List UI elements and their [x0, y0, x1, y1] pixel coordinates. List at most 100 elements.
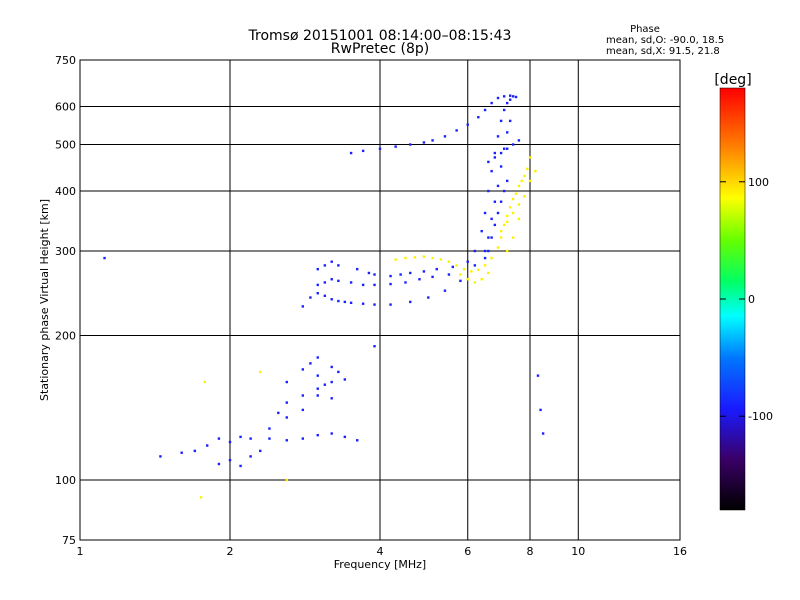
data-point-o — [316, 292, 319, 295]
data-point-x — [528, 179, 532, 183]
data-point-x — [259, 370, 262, 374]
data-point-x — [505, 220, 509, 224]
x-tick-label: 2 — [227, 545, 234, 558]
data-point-x — [447, 260, 451, 263]
data-point-o — [228, 458, 232, 462]
data-point-x — [422, 255, 426, 258]
data-point-o — [422, 270, 426, 273]
data-point-o — [435, 267, 438, 271]
data-point-o — [502, 95, 506, 98]
data-point-x — [511, 197, 515, 201]
data-point-o — [337, 279, 340, 283]
data-point-x — [526, 167, 529, 171]
data-point-o — [508, 119, 512, 123]
data-point-o — [343, 378, 347, 381]
data-point-o — [487, 160, 490, 164]
data-point-o — [349, 301, 353, 305]
data-point-o — [508, 98, 512, 101]
data-point-o — [205, 444, 209, 447]
data-point-o — [316, 394, 319, 397]
y-axis-ticks: 75 100 200 300 400 500 600 750 — [55, 54, 76, 547]
data-point-o — [473, 264, 477, 267]
data-point-o — [373, 273, 376, 276]
data-point-o — [505, 147, 509, 150]
data-point-o — [483, 108, 487, 112]
data-points — [103, 94, 545, 499]
colorbar-ticks: 100 0 -100 — [720, 176, 773, 423]
data-point-x — [203, 380, 206, 384]
data-point-x — [511, 236, 515, 239]
stats-line-x: mean, sd,X: 91.5, 21.8 — [606, 46, 720, 57]
data-point-o — [343, 300, 347, 304]
data-point-o — [285, 380, 288, 384]
data-point-o — [418, 278, 421, 281]
data-point-o — [427, 296, 430, 299]
data-point-o — [249, 455, 252, 458]
data-point-o — [367, 271, 371, 275]
data-point-x — [394, 258, 397, 261]
x-tick-label: 10 — [571, 545, 585, 558]
data-point-o — [459, 279, 462, 283]
stats-heading: Phase — [630, 24, 660, 35]
data-point-x — [502, 223, 506, 227]
data-point-o — [180, 451, 183, 454]
data-point-x — [517, 203, 521, 206]
data-point-o — [499, 165, 503, 168]
data-point-o — [268, 437, 271, 440]
data-point-o — [514, 95, 518, 99]
data-point-o — [493, 223, 497, 227]
data-point-o — [490, 169, 493, 173]
data-point-o — [337, 264, 340, 267]
data-point-o — [249, 437, 252, 440]
data-point-x — [462, 267, 466, 271]
data-point-o — [316, 374, 319, 377]
data-point-o — [378, 147, 382, 150]
data-point-o — [483, 256, 487, 260]
data-point-x — [431, 256, 434, 260]
data-point-o — [103, 256, 106, 260]
data-point-x — [490, 256, 493, 260]
data-point-o — [483, 249, 487, 253]
data-point-o — [316, 283, 319, 287]
data-point-o — [316, 387, 319, 390]
data-point-o — [285, 416, 288, 419]
data-point-x — [534, 169, 537, 173]
data-point-o — [431, 139, 434, 142]
data-point-x — [404, 256, 407, 260]
y-tick-label: 100 — [55, 474, 76, 487]
data-point-o — [505, 131, 509, 134]
data-point-o — [361, 283, 365, 287]
colorbar-tick-label: 100 — [748, 176, 769, 189]
x-tick-label: 1 — [77, 545, 84, 558]
data-point-o — [323, 264, 327, 267]
chart-title: Tromsø 20151001 08:14:00–08:15:43 — [248, 28, 512, 44]
data-point-x — [455, 264, 458, 267]
data-point-o — [355, 267, 359, 271]
y-tick-label: 75 — [62, 534, 76, 547]
data-point-x — [517, 217, 521, 221]
data-point-o — [389, 274, 392, 278]
data-point-o — [409, 271, 412, 275]
data-point-x — [528, 156, 532, 159]
data-point-o — [399, 273, 402, 276]
plot-frame — [79, 59, 681, 541]
data-point-o — [309, 296, 312, 299]
data-point-o — [323, 383, 327, 386]
data-point-o — [493, 156, 497, 159]
chart-subtitle: RwPretec (8p) — [331, 41, 429, 57]
data-point-o — [517, 139, 521, 142]
data-point-o — [285, 401, 288, 404]
data-point-x — [508, 206, 512, 209]
data-point-o — [502, 108, 506, 112]
colorbar-tick-label: -100 — [748, 410, 773, 423]
data-point-o — [404, 281, 407, 284]
data-point-o — [496, 211, 500, 215]
colorbar-label: [deg] — [714, 72, 751, 88]
data-point-o — [443, 289, 447, 292]
x-tick-label: 6 — [464, 545, 471, 558]
data-point-o — [285, 439, 288, 442]
data-point-o — [217, 437, 221, 440]
data-point-o — [487, 189, 490, 193]
data-point-o — [490, 101, 493, 105]
data-point-x — [511, 211, 515, 215]
